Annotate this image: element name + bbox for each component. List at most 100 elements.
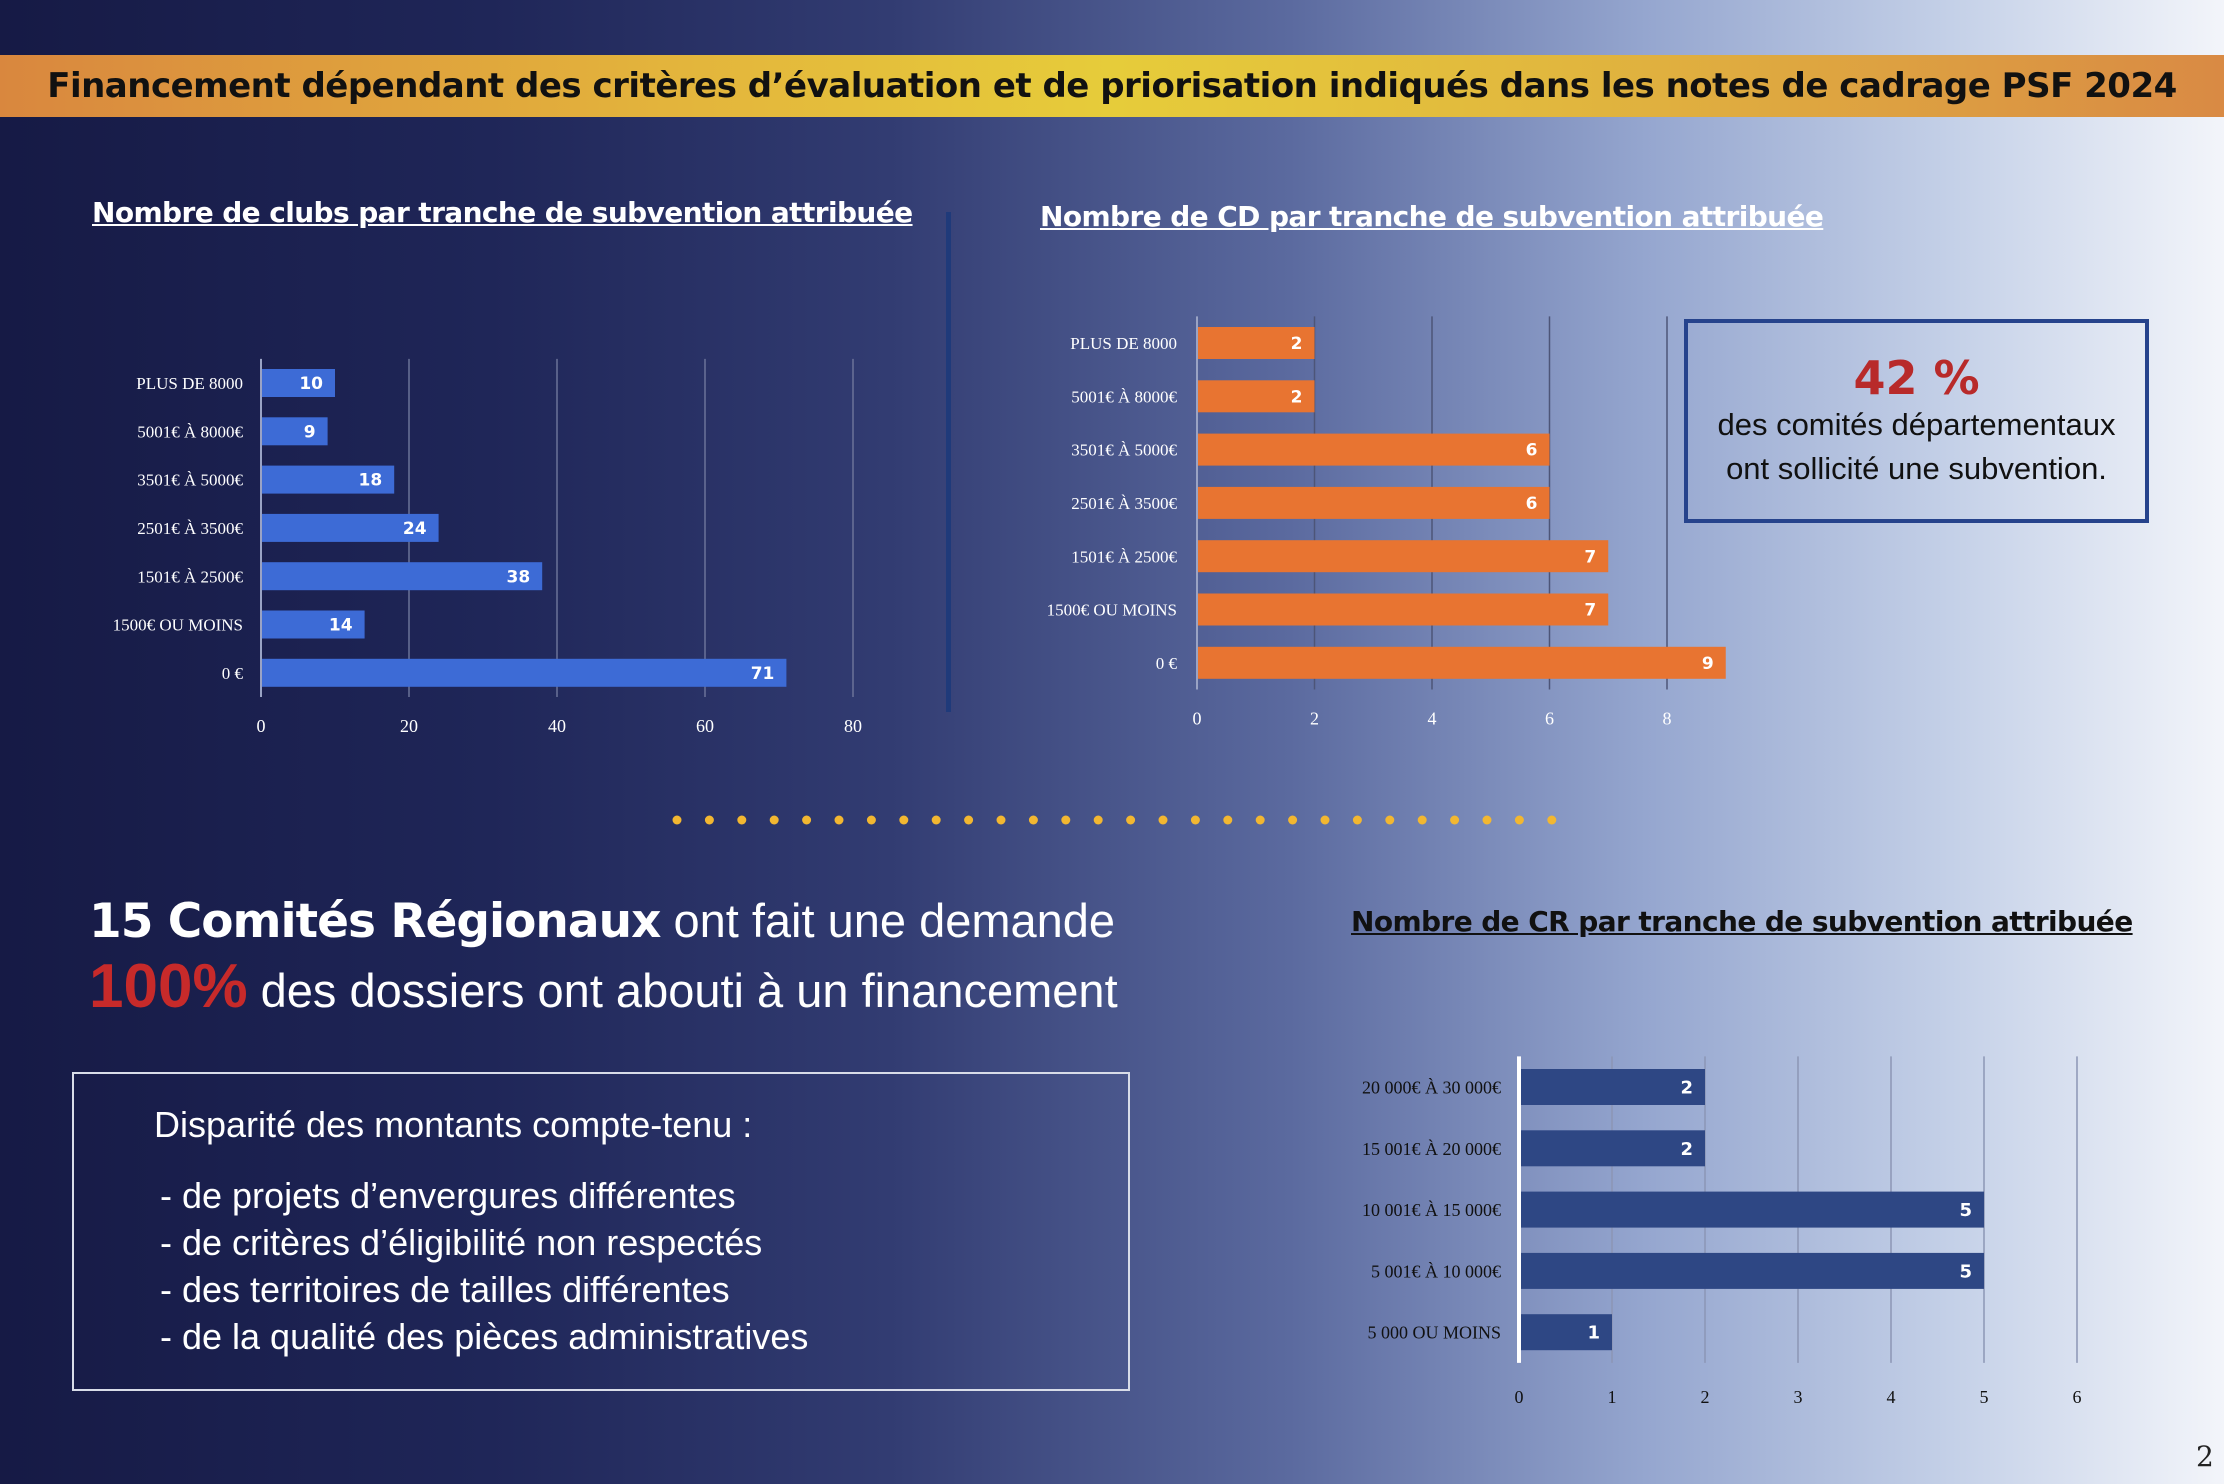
disparity-item: - de critères d’éligibilité non respecté… bbox=[160, 1222, 763, 1263]
page-number: 2 bbox=[2196, 1440, 2214, 1473]
x-tick-label: 4 bbox=[1428, 708, 1437, 728]
bar-value-label: 71 bbox=[751, 664, 775, 684]
clubs-chart: 0 20 40 60 80 10 PLUS DE 8000 9 5001€ À 8000€ 18 3… bbox=[113, 358, 862, 736]
bar bbox=[262, 658, 787, 687]
x-tick-label: 3 bbox=[1794, 1387, 1803, 1407]
cd-chart-title: Nombre de CD par tranche de subvention a… bbox=[1040, 200, 1824, 233]
cr-success-percent: 100% bbox=[89, 952, 248, 1021]
x-tick-label: 4 bbox=[1887, 1387, 1896, 1407]
divider-dot bbox=[1417, 815, 1427, 825]
bar-value-label: 6 bbox=[1526, 494, 1538, 514]
x-tick-label: 6 bbox=[2073, 1387, 2082, 1407]
category-label: 5001€ À 8000€ bbox=[137, 422, 243, 441]
category-label: 1500€ OU MOINS bbox=[1047, 601, 1177, 620]
bar bbox=[1198, 646, 1726, 679]
disparity-item: - des territoires de tailles différentes bbox=[160, 1269, 730, 1310]
cd-percent-line1: des comités départementaux bbox=[1717, 407, 2116, 442]
category-label: 5 001€ À 10 000€ bbox=[1371, 1260, 1501, 1281]
divider-dot bbox=[1190, 815, 1200, 825]
category-label: 1501€ À 2500€ bbox=[1071, 547, 1177, 566]
divider-dot bbox=[1158, 815, 1168, 825]
cd-percent-box: 42 % des comités départementaux ont soll… bbox=[1684, 319, 2149, 523]
dotted-divider bbox=[672, 815, 1557, 825]
divider-dot bbox=[1450, 815, 1460, 825]
divider-dot bbox=[1223, 815, 1233, 825]
bar bbox=[262, 562, 543, 591]
category-label: 3501€ À 5000€ bbox=[1071, 441, 1177, 460]
x-tick-label: 0 bbox=[257, 716, 266, 736]
bar bbox=[1521, 1252, 1984, 1289]
divider-dot bbox=[672, 815, 682, 825]
disparity-title: Disparité des montants compte-tenu : bbox=[154, 1104, 753, 1145]
bar bbox=[1198, 380, 1315, 413]
divider-dot bbox=[1093, 815, 1103, 825]
cr-chart-title: Nombre de CR par tranche de subvention a… bbox=[1351, 905, 2133, 938]
bar bbox=[1198, 433, 1550, 466]
divider-dot bbox=[899, 815, 909, 825]
header-banner: Financement dépendant des critères d’éva… bbox=[0, 55, 2224, 117]
category-label: 1500€ OU MOINS bbox=[113, 616, 243, 635]
bar-value-label: 38 bbox=[507, 567, 531, 587]
category-label: PLUS DE 8000 bbox=[136, 374, 243, 393]
bar bbox=[262, 369, 335, 397]
divider-dot bbox=[964, 815, 974, 825]
bar bbox=[1198, 486, 1550, 519]
disparity-list: - de projets d’envergures différentes - … bbox=[160, 1172, 808, 1360]
cd-percent-value: 42 % bbox=[1853, 351, 1980, 405]
bar bbox=[262, 610, 365, 639]
cr-request-stat: 15 Comités Régionaux ont fait une demand… bbox=[89, 893, 1115, 949]
bar bbox=[1198, 327, 1315, 359]
divider-dot bbox=[996, 815, 1006, 825]
bar-value-label: 24 bbox=[403, 519, 427, 539]
x-tick-label: 60 bbox=[696, 716, 714, 736]
divider-dot bbox=[802, 815, 812, 825]
category-label: 2501€ À 3500€ bbox=[1071, 494, 1177, 513]
bar bbox=[262, 465, 395, 494]
bar-value-label: 5 bbox=[1959, 1200, 1972, 1221]
cr-request-text: ont fait une demande bbox=[660, 894, 1116, 947]
x-tick-label: 80 bbox=[844, 716, 862, 736]
x-tick-label: 20 bbox=[400, 716, 418, 736]
bar bbox=[1521, 1314, 1612, 1351]
bar-value-label: 9 bbox=[304, 422, 316, 442]
category-label: 1501€ À 2500€ bbox=[137, 567, 243, 586]
cr-count-text: 15 Comités Régionaux bbox=[89, 894, 661, 949]
bar bbox=[1198, 540, 1609, 573]
divider-dot bbox=[1547, 815, 1557, 825]
divider-dot bbox=[866, 815, 876, 825]
clubs-chart-title: Nombre de clubs par tranche de subventio… bbox=[92, 196, 913, 229]
divider-dot bbox=[1482, 815, 1492, 825]
cr-chart: 0 1 2 3 4 5 6 2 20 000€ À 30 000€ 2 15 001€ À 20 0… bbox=[1362, 1056, 2082, 1407]
bar bbox=[1521, 1069, 1705, 1105]
x-tick-label: 2 bbox=[1310, 708, 1319, 728]
category-label: 5 000 OU MOINS bbox=[1367, 1323, 1501, 1343]
bar-value-label: 10 bbox=[299, 374, 323, 394]
bar-value-label: 2 bbox=[1291, 334, 1303, 354]
bar bbox=[262, 513, 439, 542]
bar-value-label: 7 bbox=[1584, 547, 1596, 567]
disparity-box: Disparité des montants compte-tenu : - d… bbox=[72, 1072, 1130, 1391]
category-label: 20 000€ À 30 000€ bbox=[1362, 1076, 1501, 1097]
bar-value-label: 2 bbox=[1680, 1077, 1693, 1098]
divider-dot bbox=[769, 815, 779, 825]
bar-value-label: 2 bbox=[1680, 1139, 1693, 1160]
category-label: 0 € bbox=[1156, 654, 1178, 673]
divider-dot bbox=[1352, 815, 1362, 825]
category-label: 0 € bbox=[222, 664, 244, 683]
bar-value-label: 1 bbox=[1587, 1323, 1600, 1344]
x-tick-label: 0 bbox=[1193, 708, 1202, 728]
bar-value-label: 18 bbox=[359, 471, 383, 491]
x-tick-label: 2 bbox=[1701, 1387, 1710, 1407]
divider-dot bbox=[1255, 815, 1265, 825]
divider-dot bbox=[1288, 815, 1298, 825]
divider-dot bbox=[1028, 815, 1038, 825]
disparity-item: - de la qualité des pièces administrativ… bbox=[160, 1316, 809, 1357]
x-tick-label: 40 bbox=[548, 716, 566, 736]
bar bbox=[1521, 1191, 1984, 1228]
category-label: PLUS DE 8000 bbox=[1070, 334, 1177, 353]
x-tick-label: 6 bbox=[1545, 708, 1554, 728]
bar-value-label: 5 bbox=[1959, 1261, 1972, 1282]
divider-dot bbox=[737, 815, 747, 825]
bar-value-label: 9 bbox=[1702, 654, 1714, 674]
category-label: 3501€ À 5000€ bbox=[137, 471, 243, 490]
